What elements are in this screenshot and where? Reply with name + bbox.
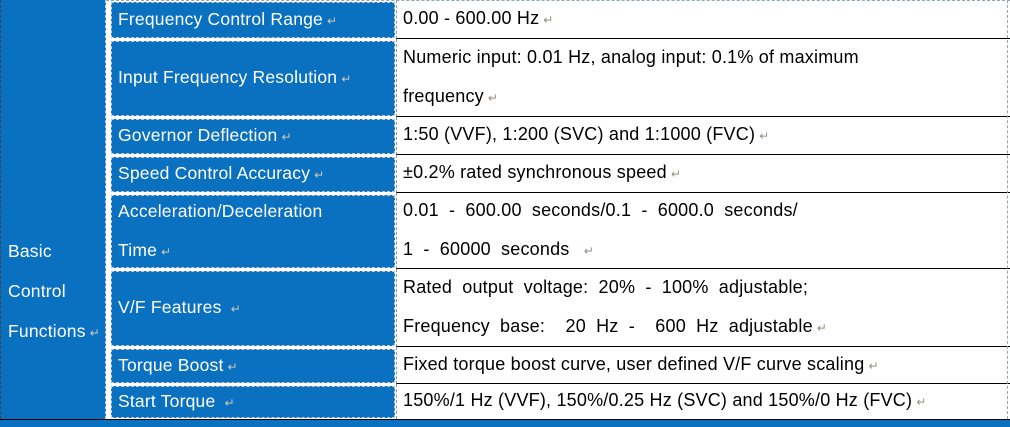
- spec-value-line: ±0.2% rated synchronous speed: [403, 162, 667, 182]
- spec-value-line: 150%/1 Hz (VVF), 150%/0.25 Hz (SVC) and …: [403, 390, 913, 410]
- spec-label-cell: Torque Boost ↵: [111, 349, 395, 383]
- spec-value-cell: 1:50 (VVF), 1:200 (SVC) and 1:1000 (FVC)…: [396, 117, 1010, 155]
- spec-value-cell: 150%/1 Hz (VVF), 150%/0.25 Hz (SVC) and …: [396, 384, 1010, 419]
- next-section-row-strip: [0, 419, 1010, 427]
- spec-label-cell: Frequency Control Range ↵: [111, 2, 395, 38]
- spec-value-line: frequency: [403, 85, 484, 106]
- paragraph-mark-icon: ↵: [314, 168, 325, 182]
- paragraph-mark-icon: ↵: [816, 320, 828, 335]
- spec-value-cell: 0.00 - 600.00 Hz ↵: [396, 0, 1010, 39]
- spec-label: Start Torque: [118, 390, 221, 411]
- spec-label: Speed Control Accuracy: [118, 163, 311, 183]
- paragraph-mark-icon: ↵: [281, 130, 292, 144]
- paragraph-mark-icon: ↵: [89, 326, 100, 340]
- spec-label-cell: V/F Features ↵: [111, 271, 395, 346]
- paragraph-mark-icon: ↵: [487, 90, 499, 105]
- spec-label: Acceleration/Deceleration: [118, 200, 323, 221]
- spec-value-cell: Fixed torque boost curve, user defined V…: [396, 347, 1010, 384]
- paragraph-mark-icon: ↵: [759, 129, 770, 143]
- paragraph-mark-icon: ↵: [230, 302, 241, 316]
- spec-label: V/F Features: [118, 297, 227, 317]
- paragraph-mark-icon: ↵: [670, 167, 682, 181]
- paragraph-mark-icon: ↵: [227, 359, 238, 374]
- spec-value-cell: 0.01 - 600.00 seconds/0.1 - 6000.0 secon…: [396, 193, 1010, 269]
- paragraph-mark-icon: ↵: [916, 395, 927, 409]
- paragraph-mark-icon: ↵: [327, 13, 338, 28]
- spec-value-cell: ±0.2% rated synchronous speed ↵: [396, 155, 1010, 193]
- spec-label-cell: Speed Control Accuracy ↵: [111, 157, 395, 192]
- paragraph-mark-icon: ↵: [161, 244, 172, 259]
- spec-label-cell: Governor Deflection ↵: [111, 119, 395, 154]
- table-right-gridline: [1007, 0, 1008, 419]
- spec-value-line: 1:50 (VVF), 1:200 (SVC) and 1:1000 (FVC): [403, 124, 756, 144]
- spec-label: Governor Deflection: [118, 125, 278, 145]
- paragraph-mark-icon: ↵: [341, 72, 352, 86]
- spec-value-cell: Numeric input: 0.01 Hz, analog input: 0.…: [396, 39, 1010, 117]
- paragraph-mark-icon: ↵: [583, 243, 594, 258]
- spec-label-cell: Input Frequency Resolution ↵: [111, 41, 395, 116]
- spec-value-line: 1 - 60000 seconds: [403, 238, 580, 259]
- spec-value-line: 0.01 - 600.00 seconds/0.1 - 6000.0 secon…: [403, 199, 798, 220]
- spec-value-cell: Rated output voltage: 20% - 100% adjusta…: [396, 269, 1010, 347]
- spec-value-line: Frequency base: 20 Hz - 600 Hz adjustabl…: [403, 315, 813, 336]
- spec-value-line: 0.00 - 600.00 Hz: [403, 7, 540, 28]
- spec-label: Time: [118, 239, 158, 260]
- paragraph-mark-icon: ↵: [868, 358, 879, 373]
- table-top-gridline: [106, 0, 1010, 1]
- spec-label: Torque Boost: [118, 354, 224, 375]
- paragraph-mark-icon: ↵: [543, 12, 554, 27]
- paragraph-mark-icon: ↵: [224, 395, 235, 410]
- section-label: Basic Control Functions: [8, 241, 86, 341]
- spec-label-cell: Start Torque ↵: [111, 386, 395, 418]
- spec-value-line: Numeric input: 0.01 Hz, analog input: 0.…: [403, 46, 859, 67]
- section-header-cell: Basic Control Functions ↵: [0, 0, 106, 419]
- section-label-wrap: Basic Control Functions ↵: [8, 231, 104, 353]
- spec-label: Input Frequency Resolution: [118, 67, 338, 87]
- spec-label-cell: Acceleration/Deceleration Time ↵: [111, 195, 395, 268]
- spec-value-line: Rated output voltage: 20% - 100% adjusta…: [403, 276, 809, 297]
- spec-value-line: Fixed torque boost curve, user defined V…: [403, 353, 865, 374]
- spec-label: Frequency Control Range: [118, 8, 323, 29]
